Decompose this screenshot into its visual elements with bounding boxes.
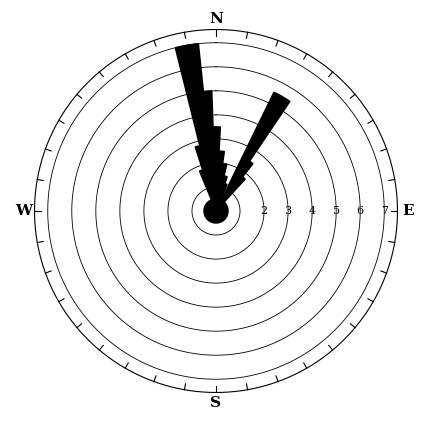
Polygon shape <box>216 184 227 211</box>
Text: 5: 5 <box>333 206 340 216</box>
Polygon shape <box>199 91 216 211</box>
Text: S: S <box>210 396 222 410</box>
Text: N: N <box>209 12 223 26</box>
Text: W: W <box>15 204 32 218</box>
Polygon shape <box>216 92 290 211</box>
Polygon shape <box>212 127 220 211</box>
Polygon shape <box>216 160 253 211</box>
Text: 4: 4 <box>308 206 316 216</box>
Polygon shape <box>216 151 224 211</box>
Polygon shape <box>175 43 216 211</box>
Text: 2: 2 <box>260 206 268 216</box>
Text: 6: 6 <box>357 206 364 216</box>
Polygon shape <box>216 163 227 211</box>
Polygon shape <box>195 145 216 211</box>
Text: E: E <box>403 204 414 218</box>
Polygon shape <box>200 170 216 211</box>
Text: 7: 7 <box>381 206 388 216</box>
Polygon shape <box>204 199 228 223</box>
Polygon shape <box>216 176 227 211</box>
Polygon shape <box>216 177 245 211</box>
Text: 3: 3 <box>285 206 292 216</box>
